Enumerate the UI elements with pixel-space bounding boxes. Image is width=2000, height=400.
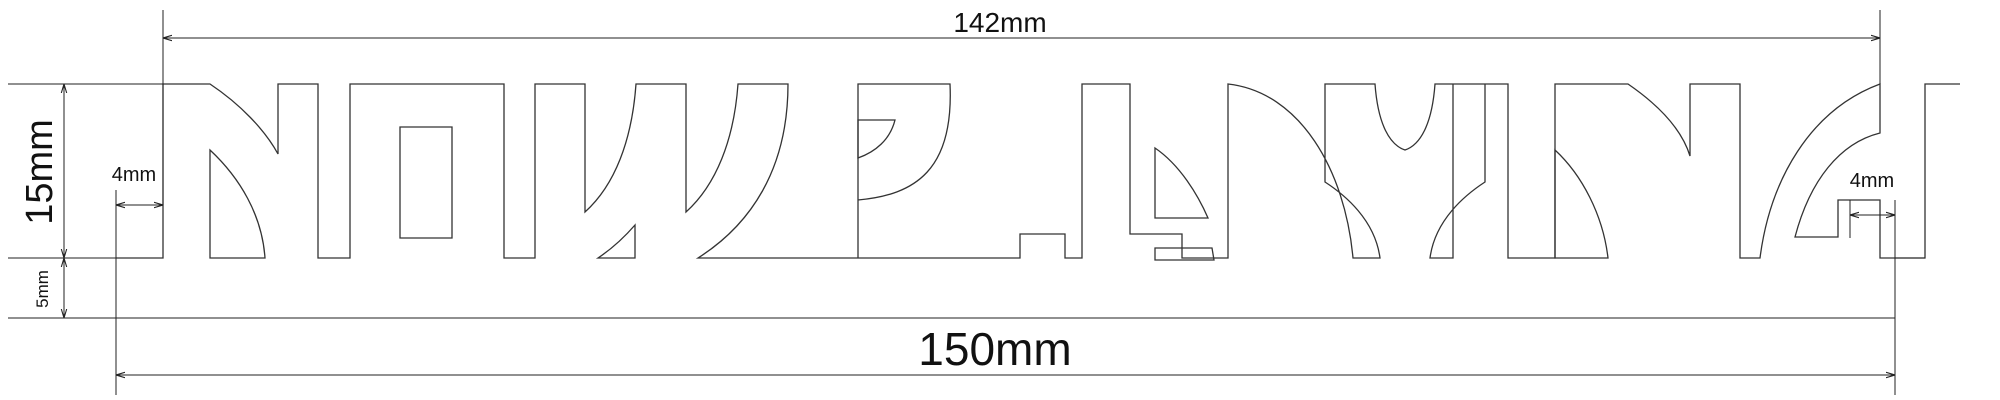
n2-inner-piece — [1554, 148, 1609, 259]
a-base-piece — [1154, 247, 1215, 261]
a-counter-piece — [1154, 146, 1209, 219]
w-lower-piece — [595, 223, 636, 259]
stencil-outline — [116, 83, 1960, 261]
label-left-margin: 4mm — [112, 164, 156, 186]
label-right-margin: 4mm — [1850, 170, 1894, 192]
dimension-labels: 142mm 150mm 15mm 5mm 4mm 4mm — [19, 7, 1894, 375]
label-letter-height: 15mm — [19, 119, 61, 225]
n1-inner-piece — [209, 148, 266, 259]
p-bowl-piece — [857, 119, 896, 159]
label-top-width: 142mm — [953, 7, 1046, 38]
extension-lines — [8, 10, 1925, 395]
dimension-lines — [64, 38, 1895, 375]
letters-silhouette — [116, 83, 1960, 259]
label-base-height: 5mm — [33, 270, 52, 308]
label-total-width: 150mm — [918, 323, 1071, 375]
o-center-bar — [399, 126, 453, 239]
